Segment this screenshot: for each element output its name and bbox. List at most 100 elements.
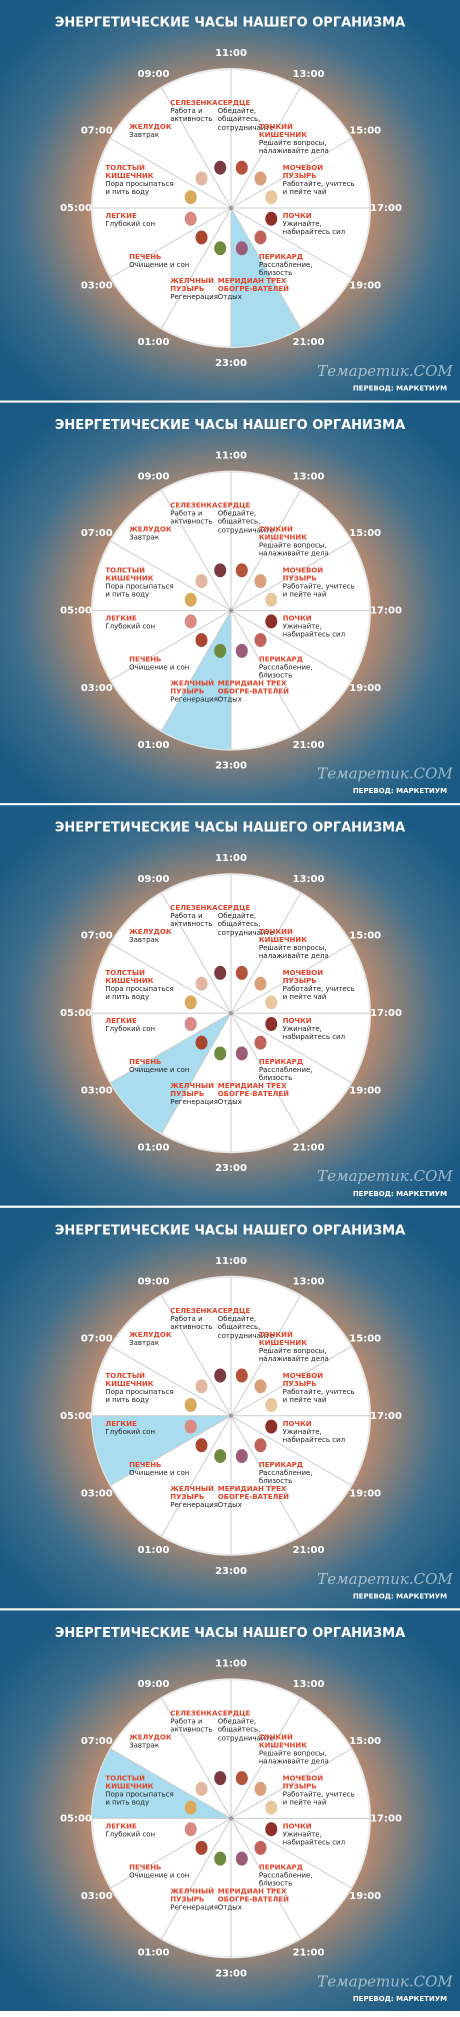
organ-advice: Расслабление, близость	[258, 1468, 313, 1485]
organ-icon	[195, 574, 208, 589]
organ-icon	[235, 965, 248, 980]
organ-name: СЕЛЕЗЕНКА	[170, 1307, 218, 1316]
hour-label: 15:00	[349, 931, 381, 942]
organ-advice: Глубокий сон	[105, 1024, 156, 1033]
sector-text: ПОЧКИ Ужинайте, набирайтесь сил	[283, 614, 357, 638]
hour-label: 11:00	[215, 853, 247, 864]
hour-label: 23:00	[215, 1163, 247, 1174]
hour-label: 05:00	[60, 1008, 92, 1019]
hour-label: 07:00	[81, 1333, 113, 1344]
organ-icon	[195, 1781, 208, 1796]
sector-text: ТОЛСТЫЙ КИШЕЧНИК Пора просыпаться и пить …	[105, 567, 179, 599]
title: ЭНЕРГЕТИЧЕСКИЕ ЧАСЫ НАШЕГО ОРГАНИЗМА	[55, 821, 405, 836]
organ-name: ЛЕГКИЕ	[105, 1822, 137, 1831]
hour-label: 17:00	[370, 1813, 402, 1824]
organ-name: ПОЧКИ	[282, 614, 312, 623]
sector-text: СЕЛЕЗЕНКА Работа и активность	[170, 1307, 244, 1331]
organ-name: ПЕЧЕНЬ	[129, 252, 162, 261]
organ-advice: Глубокий сон	[105, 1830, 156, 1839]
sector-divider	[110, 943, 232, 1014]
organ-icon	[235, 1771, 248, 1786]
organ-advice: Работа и активность	[170, 912, 213, 929]
sector-divider	[230, 138, 352, 209]
sector-divider	[230, 540, 352, 612]
organ-name: МЕРИДИАН ТРЕХ ОБОГРЕ-ВАТЕЛЕЙ	[217, 1887, 290, 1904]
organ-icon	[235, 1449, 248, 1464]
organ-advice: Решайте вопросы, налаживайте дела	[258, 139, 329, 156]
sector-divider	[230, 1295, 301, 1417]
organ-advice: Отдых	[217, 292, 242, 301]
sector-text: МЕРИДИАН ТРЕХ ОБОГРЕ-ВАТЕЛЕЙ Отдых	[218, 679, 292, 703]
sector-text: ЖЕЛЧНЫЙ ПУЗЫРЬ Регенерация	[170, 679, 244, 703]
sector-text: ПЕРИКАРД Расслабление, близость	[259, 253, 333, 277]
organ-name: ТОНКИЙ КИШЕЧНИК	[258, 928, 307, 945]
organ-advice: Ужинайте, набирайтесь сил	[282, 622, 346, 639]
organ-advice: Обедайте, общайтесь, сотрудничайте	[217, 107, 274, 132]
credit: ПЕРЕВОД: МАРКЕТИУМ	[353, 385, 447, 393]
sector-text: ПЕЧЕНЬ Очищение и сон	[129, 1461, 203, 1477]
hour-label: 23:00	[215, 1968, 247, 1979]
organ-icon	[214, 1368, 227, 1383]
organ-name: ЛЕГКИЕ	[105, 211, 137, 220]
sector-divider	[230, 1012, 352, 1084]
hour-label: 05:00	[60, 606, 92, 617]
hour-label: 11:00	[215, 1256, 247, 1267]
organ-name: СЕРДЦЕ	[217, 1307, 251, 1316]
organ-name: ПЕЧЕНЬ	[129, 1863, 162, 1872]
sector-divider	[230, 1012, 301, 1134]
organ-advice: Работа и активность	[170, 1315, 213, 1332]
sector-text: МОЧЕВОЙ ПУЗЫРЬ Работайте, учитесь и пейте…	[283, 164, 357, 196]
organ-icon	[254, 1035, 267, 1050]
organ-name: МОЧЕВОЙ ПУЗЫРЬ	[282, 1774, 324, 1791]
sector-divider	[230, 610, 352, 681]
organ-icon	[265, 211, 278, 226]
organ-icon	[184, 211, 197, 226]
sector-text: МЕРИДИАН ТРЕХ ОБОГРЕ-ВАТЕЛЕЙ Отдых	[218, 1082, 292, 1106]
watermark: Темаретик.COM	[317, 362, 453, 380]
organ-advice: Решайте вопросы, налаживайте дела	[258, 541, 329, 558]
organ-advice: Глубокий сон	[105, 1427, 156, 1436]
organ-name: ЖЕЛЧНЫЙ ПУЗЫРЬ	[170, 1887, 215, 1904]
hour-label: 05:00	[60, 203, 92, 214]
organ-advice: Глубокий сон	[105, 219, 156, 228]
sector-text: ЛЕГКИЕ Глубокий сон	[105, 614, 179, 630]
organ-icon	[265, 614, 278, 629]
hour-label: 05:00	[60, 1813, 92, 1824]
hour-label: 03:00	[81, 683, 113, 694]
sector-text: ЖЕЛУДОК Завтрак	[129, 1734, 203, 1750]
hour-label: 01:00	[138, 1142, 170, 1153]
hour-label: 09:00	[138, 471, 170, 482]
sector-text: МОЧЕВОЙ ПУЗЫРЬ Работайте, учитесь и пейте…	[283, 1372, 357, 1404]
sector-text: СЕРДЦЕ Обедайте, общайтесь, сотрудничайте	[218, 1307, 292, 1339]
organ-advice: Очищение и сон	[129, 260, 190, 269]
sector-divider	[230, 1697, 301, 1819]
sector-text: ТОЛСТЫЙ КИШЕЧНИК Пора просыпаться и пить …	[105, 1775, 179, 1807]
sector-text: ЛЕГКИЕ Глубокий сон	[105, 1420, 179, 1436]
organ-icon	[195, 1379, 208, 1394]
organ-advice: Работа и активность	[170, 510, 213, 527]
organ-icon	[184, 1419, 197, 1434]
organ-icon	[235, 1368, 248, 1383]
organ-name: ТОЛСТЫЙ КИШЕЧНИК	[105, 969, 154, 986]
organ-icon	[265, 1800, 278, 1815]
organ-name: ПЕЧЕНЬ	[129, 1058, 162, 1067]
organ-advice: Ужинайте, набирайтесь сил	[282, 219, 346, 236]
hour-label: 03:00	[81, 1488, 113, 1499]
hour-label: 21:00	[293, 740, 325, 751]
